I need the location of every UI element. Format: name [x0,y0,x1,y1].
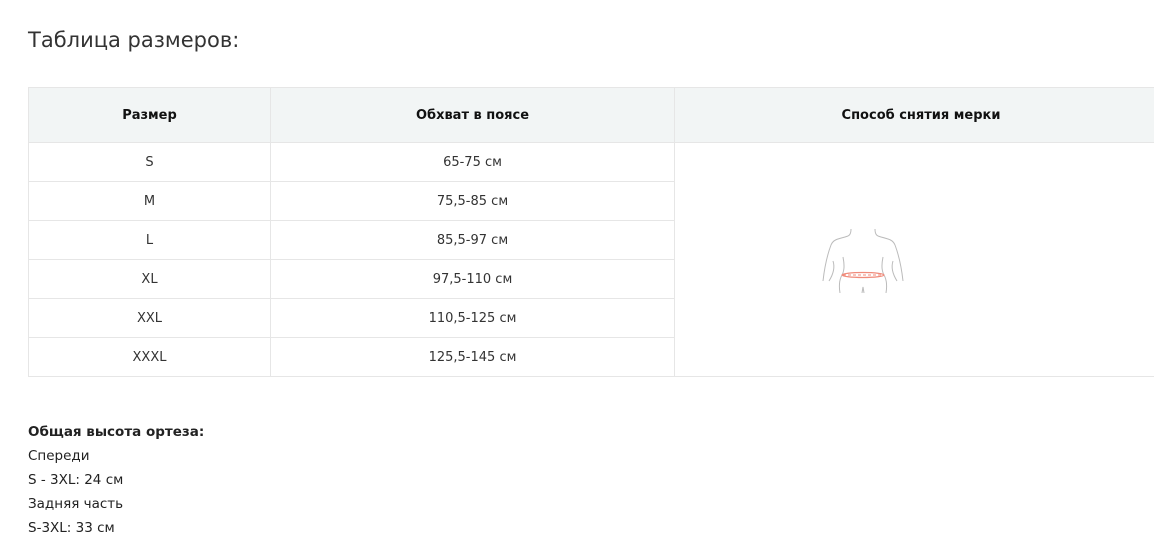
header-waist: Обхват в поясе [270,87,675,143]
size-cell: S [28,142,271,182]
page-title: Таблица размеров: [28,28,240,52]
table-row: S 65-75 см [28,142,1154,377]
info-line: Задняя часть [28,496,124,512]
measurement-method-cell [674,142,1154,377]
orthosis-height-info: Общая высота ортеза: Спереди S - 3XL: 24… [28,420,204,540]
size-cell: XXXL [28,337,271,377]
waist-cell: 75,5-85 см [270,181,675,221]
size-cell: M [28,181,271,221]
waist-cell: 125,5-145 см [270,337,675,377]
size-cell: L [28,220,271,260]
table-row: M 75,5-85 см [28,181,1154,221]
info-line: S - 3XL: 24 см [28,472,124,488]
waist-measurement-figure-icon [822,228,904,293]
table-row: XXXL 125,5-145 см [28,337,1154,377]
waist-cell: 85,5-97 см [270,220,675,260]
table-row: XXL 110,5-125 см [28,298,1154,338]
waist-cell: 110,5-125 см [270,298,675,338]
info-line: S-3XL: 33 см [28,520,115,536]
waist-cell: 65-75 см [270,142,675,182]
header-method: Способ снятия мерки [674,87,1154,143]
size-cell: XL [28,259,271,299]
size-table: Размер Обхват в поясе Способ снятия мерк… [28,87,1154,377]
info-line: Спереди [28,448,90,464]
header-size: Размер [28,87,271,143]
info-heading: Общая высота ортеза: [28,424,205,440]
size-cell: XXL [28,298,271,338]
waist-cell: 97,5-110 см [270,259,675,299]
table-header-row: Размер Обхват в поясе Способ снятия мерк… [28,87,1154,143]
